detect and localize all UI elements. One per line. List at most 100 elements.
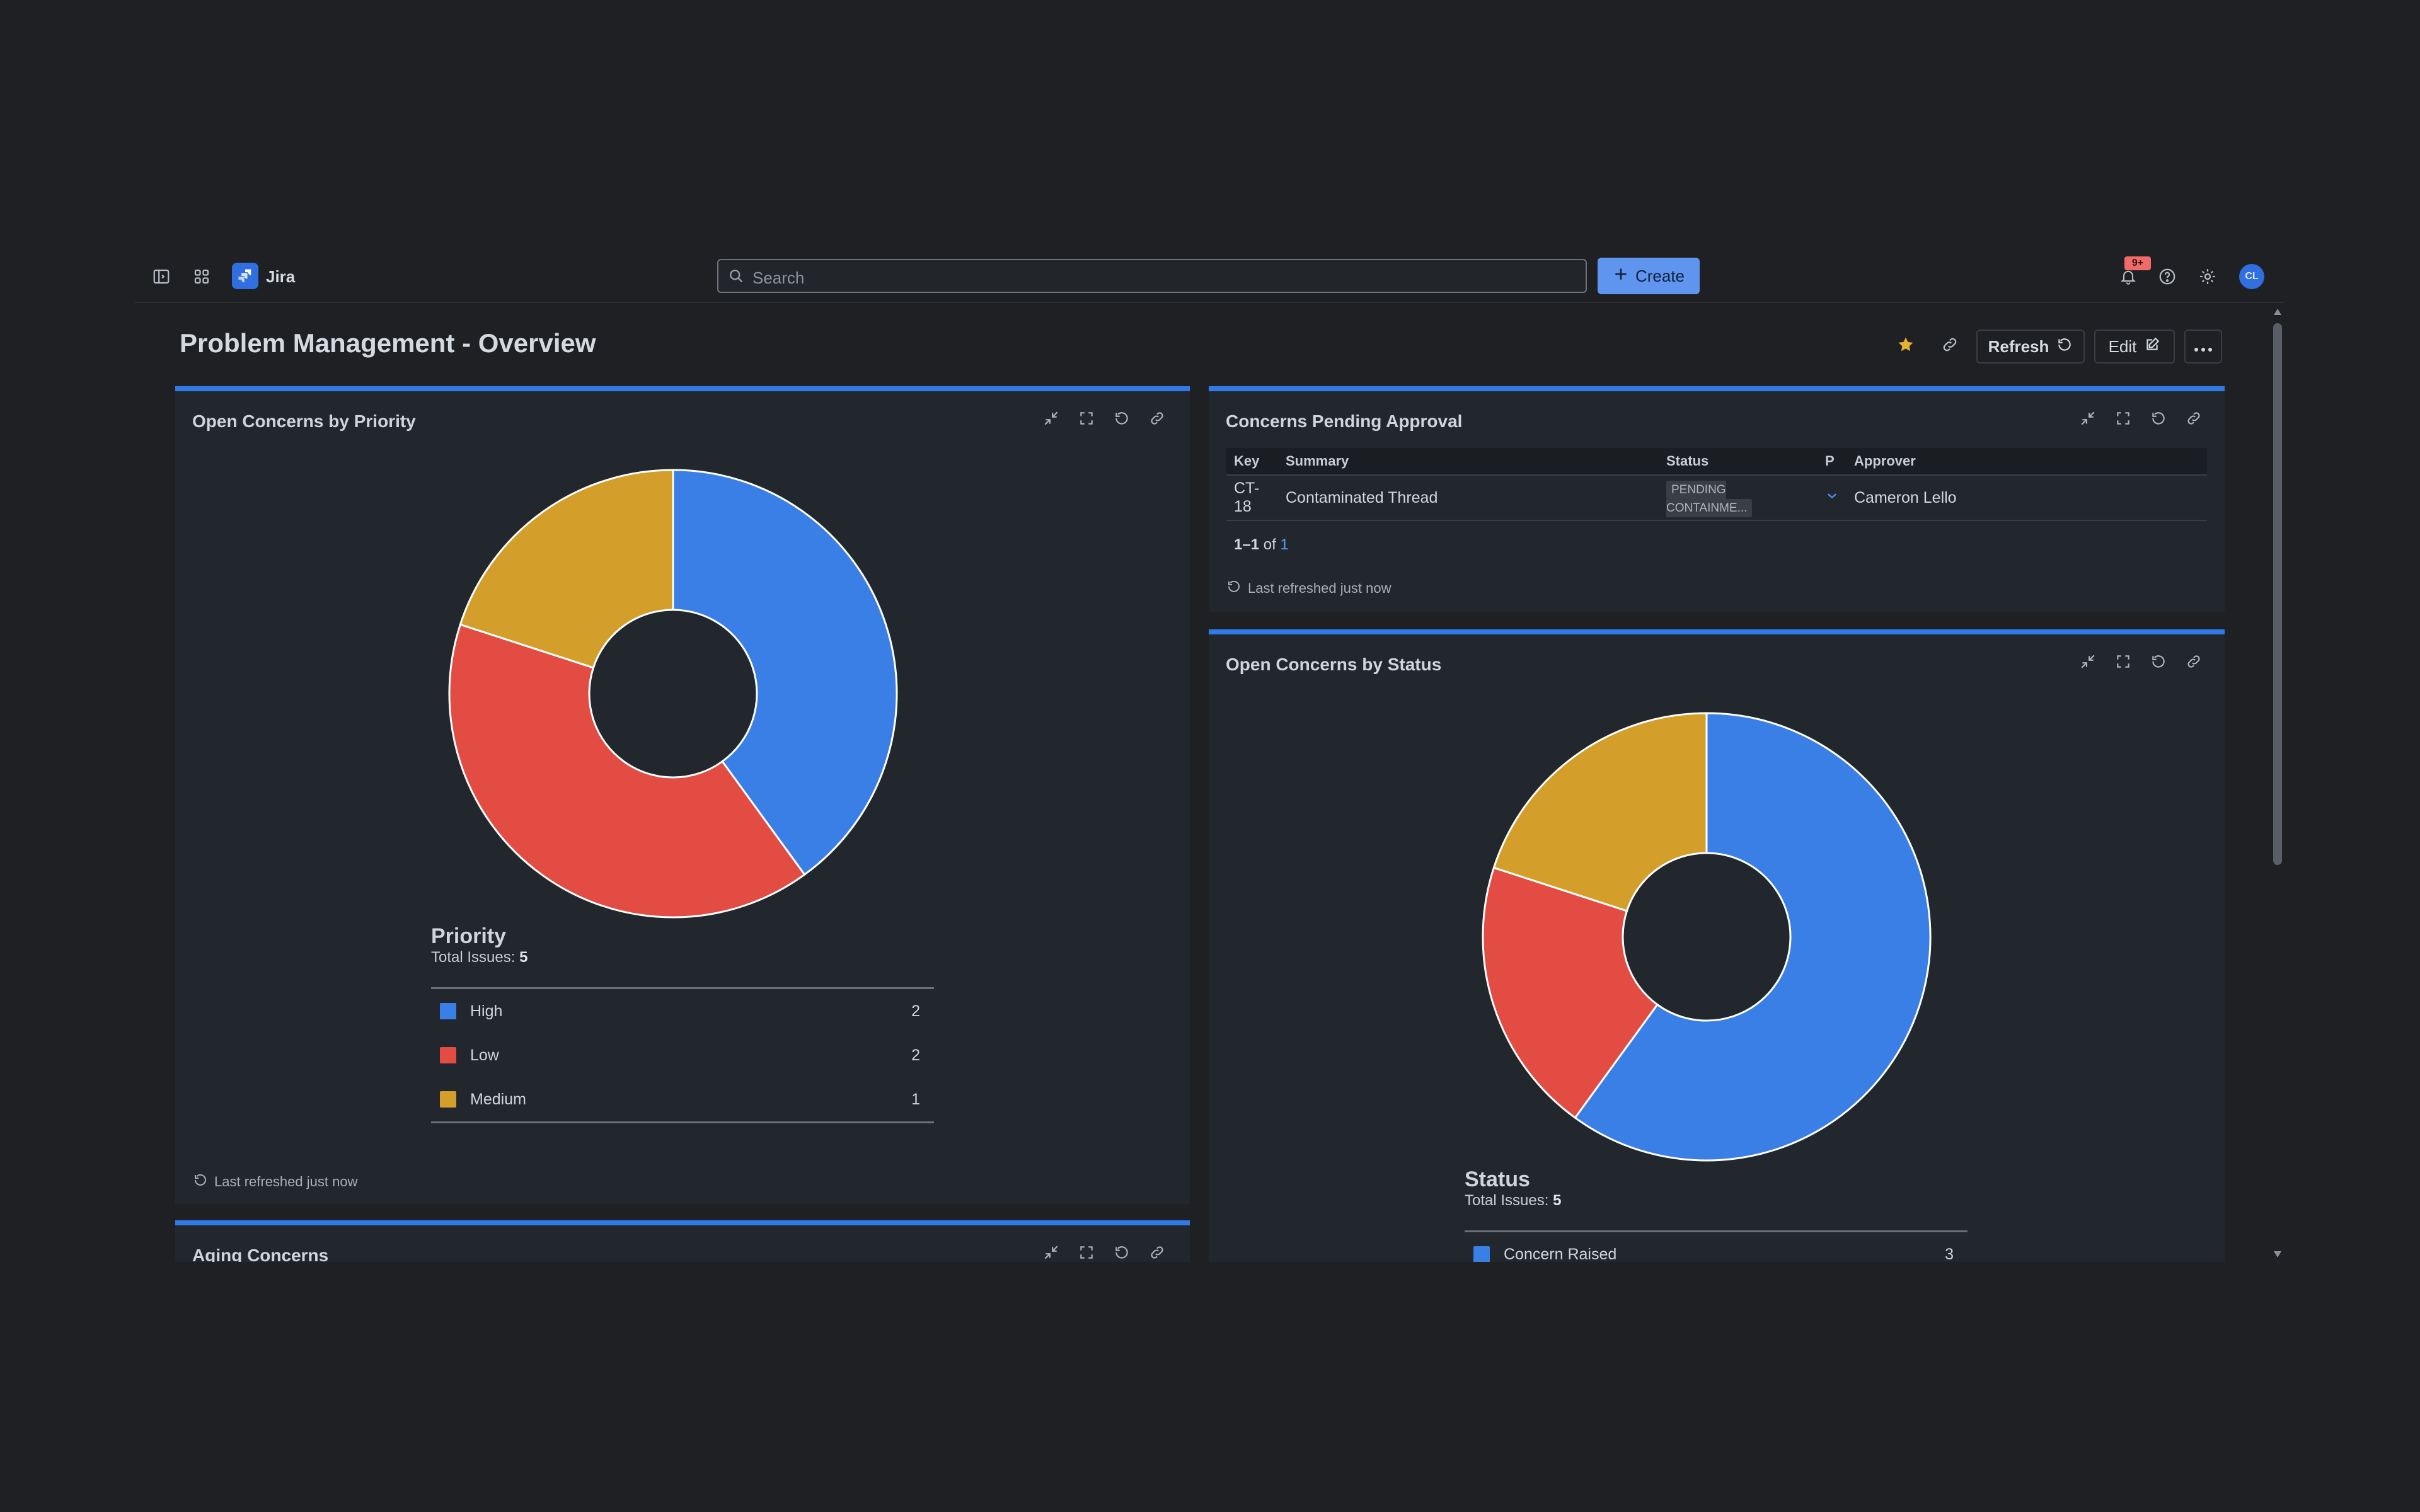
notifications-bell-icon[interactable] xyxy=(2117,265,2140,288)
pending-approval-gadget: Concerns Pending Approval Key Summary St… xyxy=(1209,386,2225,612)
aging-gadget-title: Aging Concerns xyxy=(192,1246,329,1262)
scroll-up-arrow-icon[interactable] xyxy=(2273,308,2282,316)
gadget-toolbar xyxy=(1040,1242,1168,1262)
priority-legend-header: Priority Total Issues: 5 xyxy=(431,924,527,966)
issue-summary-link[interactable]: Contaminated Thread xyxy=(1278,475,1659,521)
pagination-range: 1–1 xyxy=(1234,536,1260,553)
legend-count: 1 xyxy=(911,1090,920,1108)
refresh-button[interactable]: Refresh xyxy=(1976,329,2085,364)
priority-cell xyxy=(1818,475,1847,521)
minimize-icon[interactable] xyxy=(2077,651,2099,672)
minimize-icon[interactable] xyxy=(1040,408,1062,429)
gadget-link-icon[interactable] xyxy=(1146,408,1168,429)
legend-label: High xyxy=(470,1002,503,1020)
minimize-icon[interactable] xyxy=(1040,1242,1062,1262)
status-gadget: Open Concerns by Status Status Total Iss… xyxy=(1209,629,2225,1262)
page-title: Problem Management - Overview xyxy=(180,328,596,358)
fullscreen-icon[interactable] xyxy=(1076,408,1097,429)
app-switcher-icon[interactable] xyxy=(190,265,213,288)
legend-title: Status xyxy=(1465,1167,1530,1191)
notification-count-badge: 9+ xyxy=(2124,256,2151,270)
refresh-gadget-icon[interactable] xyxy=(1111,408,1132,429)
status-lozenge: PENDING CONTAINME... xyxy=(1666,481,1753,517)
scroll-down-arrow-icon[interactable] xyxy=(2273,1251,2282,1258)
status-donut-chart xyxy=(1482,712,1932,1162)
gadget-toolbar xyxy=(2077,408,2204,429)
gadget-link-icon[interactable] xyxy=(2183,408,2204,429)
donut-slice-medium[interactable] xyxy=(459,469,674,669)
table-row: CT-18 Contaminated Thread PENDING CONTAI… xyxy=(1226,475,2207,521)
fullscreen-icon[interactable] xyxy=(2112,651,2134,672)
legend-row-concern-raised[interactable]: Concern Raised 3 xyxy=(1465,1232,1968,1262)
refresh-gadget-icon[interactable] xyxy=(1111,1242,1132,1262)
legend-count: 2 xyxy=(911,1002,920,1020)
aging-gadget: Aging Concerns xyxy=(175,1220,1190,1262)
jira-logo-icon[interactable] xyxy=(232,263,258,289)
issue-key-link[interactable]: CT-18 xyxy=(1226,475,1278,521)
donut-slice-concern-raised[interactable] xyxy=(1574,712,1932,1162)
priority-gadget-title: Open Concerns by Priority xyxy=(192,411,416,431)
priority-legend-table: High 2 Low 2 Medium 1 xyxy=(431,987,934,1123)
search-icon xyxy=(727,267,745,288)
legend-total: Total Issues: 5 xyxy=(1465,1192,1562,1209)
app-name[interactable]: Jira xyxy=(266,267,296,286)
copy-link-icon[interactable] xyxy=(1939,333,1961,356)
jira-app: Jira Search Create 9+ CL Problem Managem… xyxy=(134,251,2285,1262)
star-icon[interactable] xyxy=(1894,333,1917,356)
legend-swatch xyxy=(440,1047,456,1063)
column-header-priority[interactable]: P xyxy=(1818,448,1847,476)
status-legend-header: Status Total Issues: 5 xyxy=(1465,1167,1561,1210)
scrollbar-thumb[interactable] xyxy=(2273,323,2282,865)
plus-icon xyxy=(1613,266,1629,287)
user-avatar[interactable]: CL xyxy=(2239,264,2264,289)
legend-row-low[interactable]: Low 2 xyxy=(431,1033,934,1077)
donut-slice-low[interactable] xyxy=(448,623,806,919)
create-button[interactable]: Create xyxy=(1598,258,1700,294)
legend-swatch xyxy=(1473,1246,1490,1262)
column-header-status[interactable]: Status xyxy=(1659,448,1818,476)
pending-last-refreshed: Last refreshed just now xyxy=(1226,579,1391,598)
legend-label: Concern Raised xyxy=(1504,1245,1617,1263)
more-actions-button[interactable] xyxy=(2184,329,2222,364)
donut-slice-high[interactable] xyxy=(672,469,898,876)
column-header-summary[interactable]: Summary xyxy=(1278,448,1659,476)
legend-total: Total Issues: 5 xyxy=(431,949,528,966)
priority-last-refreshed: Last refreshed just now xyxy=(193,1172,357,1191)
help-icon[interactable] xyxy=(2156,265,2179,288)
gadget-link-icon[interactable] xyxy=(1146,1242,1168,1262)
column-header-approver[interactable]: Approver xyxy=(1847,448,2207,476)
fullscreen-icon[interactable] xyxy=(2112,408,2134,429)
donut-slice-segment-2[interactable] xyxy=(1492,712,1708,912)
search-input[interactable]: Search xyxy=(717,259,1587,293)
page-scrollbar[interactable] xyxy=(2271,307,2285,1262)
fullscreen-icon[interactable] xyxy=(1076,1242,1097,1262)
legend-row-medium[interactable]: Medium 1 xyxy=(431,1077,934,1121)
refresh-small-icon xyxy=(193,1172,208,1191)
refresh-gadget-icon[interactable] xyxy=(2148,408,2169,429)
pagination-total-link[interactable]: 1 xyxy=(1280,536,1289,553)
edit-button[interactable]: Edit xyxy=(2094,329,2175,364)
minimize-icon[interactable] xyxy=(2077,408,2099,429)
status-gadget-title: Open Concerns by Status xyxy=(1226,655,1442,674)
legend-row-high[interactable]: High 2 xyxy=(431,989,934,1033)
search-placeholder: Search xyxy=(752,268,805,287)
legend-swatch xyxy=(440,1003,456,1019)
legend-label: Low xyxy=(470,1046,499,1064)
create-label: Create xyxy=(1635,266,1685,285)
status-cell: PENDING CONTAINME... xyxy=(1659,475,1818,521)
priority-low-icon xyxy=(1825,489,1839,507)
edit-icon xyxy=(2144,336,2160,357)
priority-donut-chart xyxy=(448,469,898,919)
edit-label: Edit xyxy=(2108,336,2137,356)
gadget-toolbar xyxy=(1040,408,1168,429)
gadget-link-icon[interactable] xyxy=(2183,651,2204,672)
refresh-small-icon xyxy=(1226,579,1242,598)
donut-slice-segment-1[interactable] xyxy=(1482,866,1659,1120)
legend-label: Medium xyxy=(470,1090,526,1108)
approver-cell: Cameron Lello xyxy=(1847,475,2207,521)
sidebar-toggle-icon[interactable] xyxy=(150,265,173,288)
settings-gear-icon[interactable] xyxy=(2196,265,2219,288)
column-header-key[interactable]: Key xyxy=(1226,448,1278,476)
pagination-of: of xyxy=(1263,536,1276,553)
refresh-gadget-icon[interactable] xyxy=(2148,651,2169,672)
